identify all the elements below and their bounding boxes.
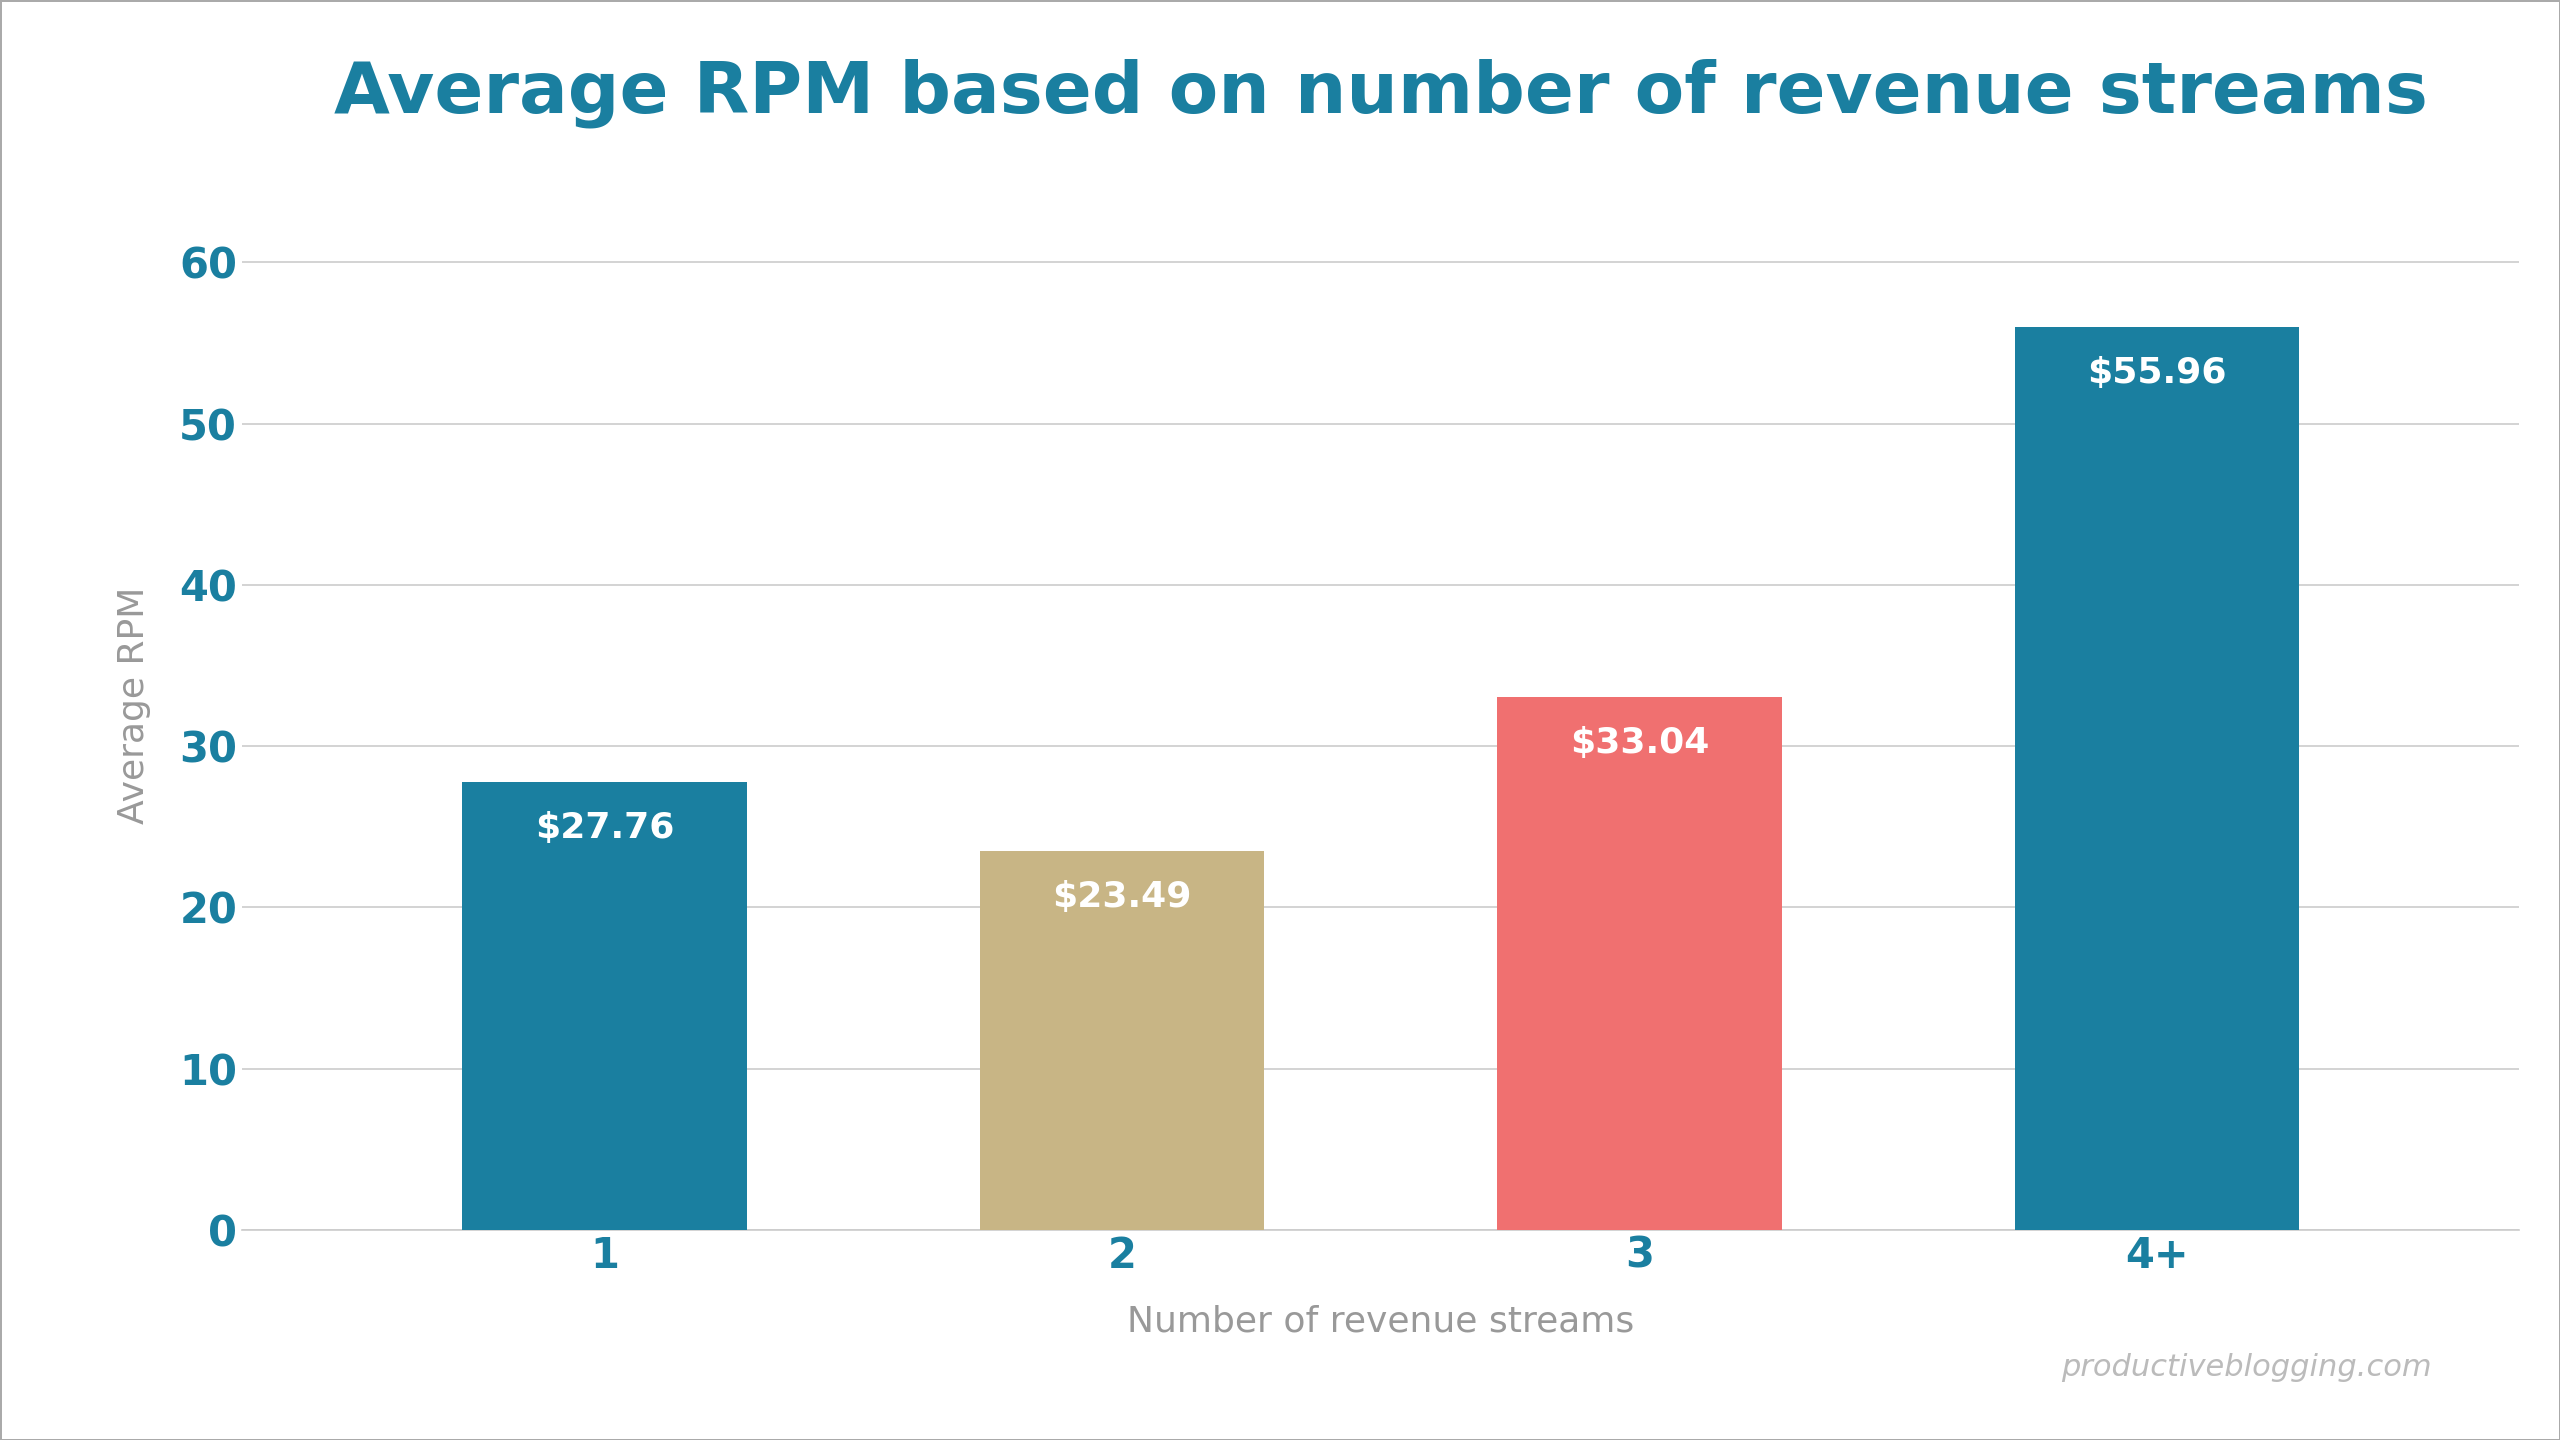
X-axis label: Number of revenue streams: Number of revenue streams [1126,1305,1633,1339]
Bar [980,851,1265,1230]
Text: productiveblogging.com: productiveblogging.com [2061,1354,2432,1382]
Bar [2015,327,2299,1230]
Bar [1498,697,1782,1230]
Text: $23.49: $23.49 [1052,880,1190,914]
Y-axis label: Average RPM: Average RPM [118,588,151,825]
Text: $55.96: $55.96 [2086,357,2227,390]
Title: Average RPM based on number of revenue streams: Average RPM based on number of revenue s… [333,58,2427,128]
Bar [461,782,748,1230]
Text: $27.76: $27.76 [535,811,673,845]
Text: $33.04: $33.04 [1569,726,1710,760]
